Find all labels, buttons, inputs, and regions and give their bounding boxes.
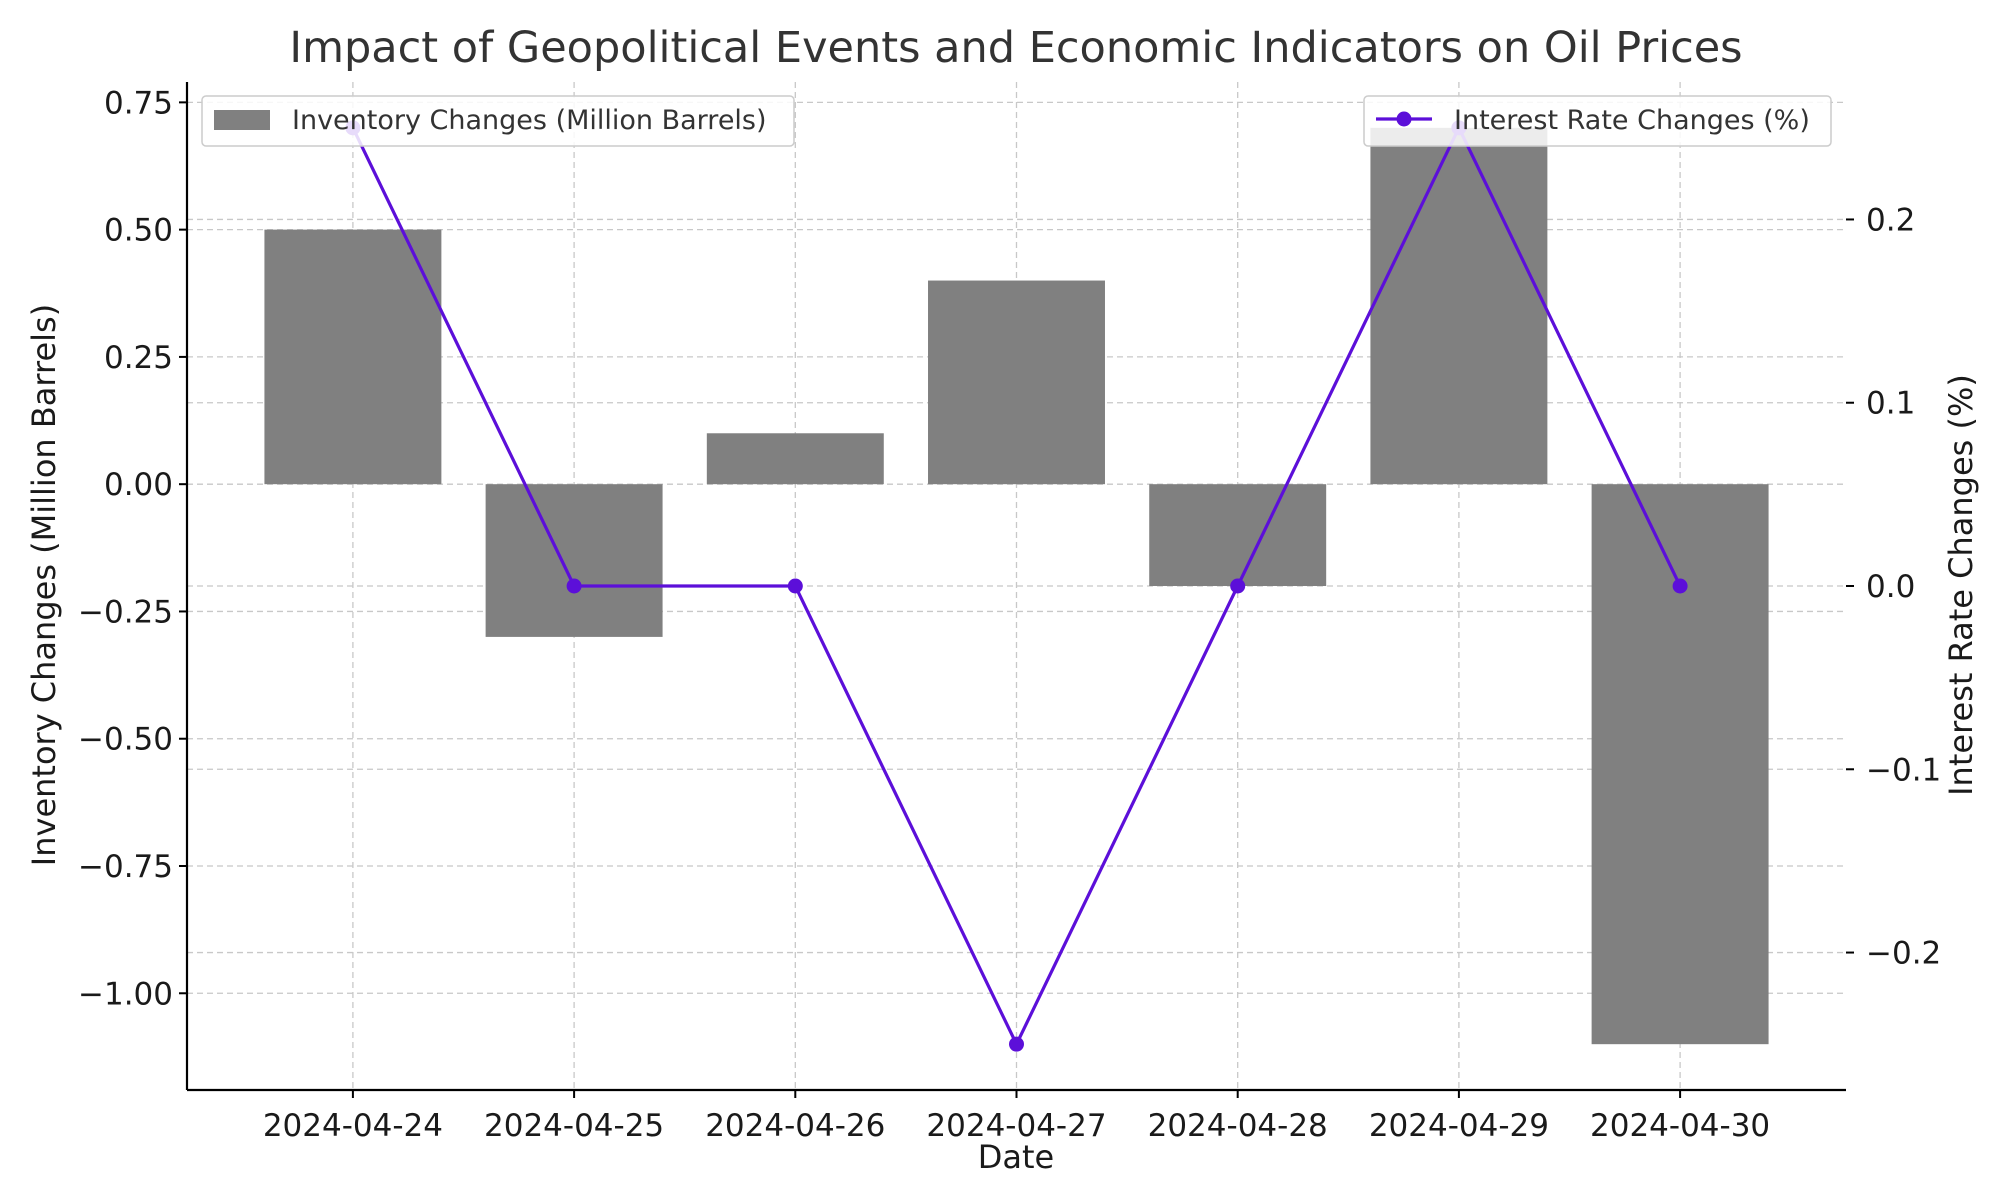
x-tick-label: 2024-04-25 (484, 1108, 664, 1144)
interest-rate-point-2024-04-26 (787, 578, 803, 594)
y-right-tick-label: 0.1 (1866, 386, 1915, 422)
bar-2024-04-30 (1591, 484, 1769, 1045)
chart-title: Impact of Geopolitical Events and Econom… (289, 23, 1742, 73)
legend-box-interest (1363, 95, 1832, 147)
y-left-tick-label: 0.75 (104, 85, 173, 121)
y-right-tick-label: 0.2 (1866, 202, 1915, 238)
y-left-tick-label: −1.00 (78, 976, 173, 1012)
interest-rate-point-2024-04-30 (1672, 578, 1688, 594)
y-left-tick-label: −0.50 (78, 722, 173, 758)
legend-marker-interest (1396, 111, 1412, 127)
y-right-tick-label: 0.0 (1866, 569, 1915, 605)
legend-label-inventory: Inventory Changes (Million Barrels) (292, 105, 767, 136)
y-left-tick-label: −0.75 (78, 849, 173, 885)
bars-layer (264, 127, 1769, 1045)
y-left-tick-label: 0.00 (104, 467, 173, 503)
legend-label-interest: Interest Rate Changes (%) (1454, 105, 1810, 136)
x-tick-label: 2024-04-26 (705, 1108, 885, 1144)
y-left-tick-label: −0.25 (78, 594, 173, 630)
y-right-axis-label: Interest Rate Changes (%) (1942, 374, 1980, 796)
legend-layer: Inventory Changes (Million Barrels) Inter… (201, 95, 1832, 147)
axes-layer: 2024-04-24 2024-04-25 2024-04-26 2024-04-27… (78, 82, 1941, 1144)
bar-2024-04-29 (1370, 127, 1548, 485)
bar-2024-04-25 (485, 484, 663, 637)
x-axis-label: Date (978, 1138, 1054, 1176)
interest-rate-point-2024-04-27 (1009, 1036, 1024, 1052)
x-tick-label: 2024-04-29 (1369, 1108, 1549, 1144)
y-left-tick-label: 0.50 (104, 213, 173, 249)
x-tick-label: 2024-04-30 (1590, 1108, 1770, 1144)
bar-2024-04-28 (1149, 484, 1327, 586)
bar-2024-04-26 (706, 433, 884, 485)
bar-2024-04-27 (928, 280, 1105, 485)
y-right-tick-label: −0.1 (1866, 752, 1941, 788)
legend-swatch-inventory (214, 110, 270, 130)
y-left-axis-label: Inventory Changes (Million Barrels) (25, 304, 63, 866)
bar-2024-04-24 (264, 229, 442, 485)
interest-rate-point-2024-04-25 (566, 578, 582, 594)
y-left-tick-label: 0.25 (104, 340, 173, 376)
x-tick-label: 2024-04-24 (263, 1108, 443, 1144)
x-tick-label: 2024-04-28 (1148, 1108, 1328, 1144)
interest-rate-point-2024-04-28 (1230, 578, 1246, 594)
x-tick-label: 2024-04-27 (926, 1108, 1106, 1144)
legend-box-inventory (201, 95, 795, 147)
y-right-tick-label: −0.2 (1866, 936, 1941, 972)
